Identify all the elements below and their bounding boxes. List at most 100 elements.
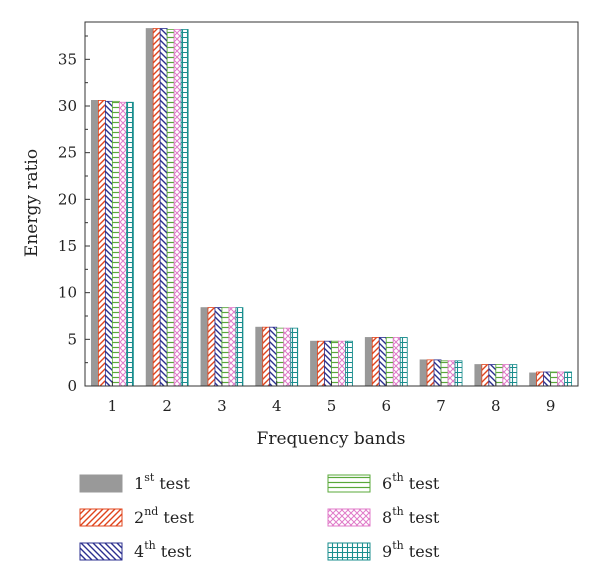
y-axis: 0 5 10 15 20 25 30 35 — [58, 35, 90, 395]
bar-4th-test-band-7 — [433, 359, 442, 387]
bar-8th-test-band-3 — [228, 307, 237, 387]
bar-4th-test-band-3 — [214, 307, 223, 387]
bar-group-4 — [255, 326, 299, 387]
legend-label: 9th test — [382, 539, 440, 561]
x-tick-label: 5 — [327, 397, 337, 415]
bar-2nd-test-band-1 — [97, 100, 106, 387]
bar-8th-test-band-7 — [447, 360, 456, 387]
legend-label: 2nd test — [134, 505, 195, 527]
bar-6th-test-band-1 — [111, 100, 120, 387]
bar-1st-test-band-2 — [145, 28, 154, 387]
legend-swatch — [79, 474, 123, 493]
legend-label: 8th test — [382, 505, 440, 527]
bar-9th-test-band-9 — [564, 371, 573, 387]
bar-9th-test-band-1 — [125, 101, 134, 387]
y-tick-label: 35 — [58, 50, 77, 68]
bar-group-9 — [529, 371, 573, 387]
legend-swatch — [327, 542, 371, 561]
legend: 1st test 2nd test 4th test 6th test 8th test… — [79, 471, 440, 561]
bar-4th-test-band-1 — [104, 100, 113, 387]
bar-6th-test-band-7 — [440, 360, 449, 387]
bar-1st-test-band-3 — [200, 307, 209, 387]
legend-label: 6th test — [382, 471, 440, 493]
bar-9th-test-band-5 — [345, 340, 353, 387]
bar-4th-test-band-5 — [324, 340, 332, 387]
bar-9th-test-band-8 — [509, 364, 518, 387]
bar-8th-test-band-4 — [283, 327, 292, 387]
bar-9th-test-band-2 — [180, 29, 189, 387]
legend-swatch — [79, 542, 123, 561]
bar-1st-test-band-7 — [419, 359, 428, 387]
bar-1st-test-band-9 — [529, 372, 538, 387]
y-tick-label: 0 — [67, 377, 77, 395]
x-tick-label: 6 — [382, 397, 392, 415]
x-tick-label: 1 — [108, 397, 118, 415]
bar-group-2 — [145, 28, 189, 387]
legend-item-4th-test: 4th test — [79, 539, 192, 561]
bar-1st-test-band-6 — [364, 337, 373, 387]
legend-swatch — [327, 474, 371, 493]
bar-9th-test-band-4 — [290, 327, 299, 387]
x-tick-label: 3 — [217, 397, 227, 415]
bar-4th-test-band-4 — [269, 326, 278, 387]
bar-8th-test-band-6 — [392, 337, 401, 387]
x-tick-label: 9 — [546, 397, 556, 415]
bar-2nd-test-band-6 — [371, 337, 380, 387]
bar-4th-test-band-9 — [543, 371, 552, 387]
x-tick-label: 2 — [162, 397, 172, 415]
bar-6th-test-band-8 — [495, 364, 504, 387]
bar-2nd-test-band-2 — [152, 28, 161, 387]
bar-1st-test-band-1 — [90, 100, 99, 387]
bar-8th-test-band-1 — [118, 101, 127, 387]
bar-2nd-test-band-8 — [481, 364, 490, 387]
x-tick-label: 4 — [272, 397, 282, 415]
bar-1st-test-band-5 — [310, 340, 318, 387]
bar-2nd-test-band-4 — [262, 326, 271, 387]
bar-6th-test-band-9 — [550, 371, 559, 387]
legend-label: 4th test — [134, 539, 192, 561]
bar-6th-test-band-3 — [221, 307, 230, 387]
bar-6th-test-band-2 — [166, 29, 175, 387]
bar-8th-test-band-5 — [338, 340, 346, 387]
bar-1st-test-band-8 — [474, 364, 483, 387]
x-tick-label: 7 — [436, 397, 446, 415]
x-axis-label: Frequency bands — [257, 429, 406, 449]
legend-item-6th-test: 6th test — [327, 471, 440, 493]
legend-label: 1st test — [134, 471, 190, 493]
bar-group-7 — [419, 359, 463, 387]
bar-9th-test-band-3 — [235, 307, 244, 387]
bar-group-8 — [474, 364, 518, 387]
y-tick-label: 25 — [58, 144, 77, 162]
legend-item-9th-test: 9th test — [327, 539, 440, 561]
bar-9th-test-band-6 — [399, 337, 408, 387]
bar-6th-test-band-6 — [385, 337, 394, 387]
bar-8th-test-band-9 — [557, 371, 566, 387]
bar-group-6 — [364, 337, 408, 387]
y-tick-label: 10 — [58, 284, 77, 302]
bar-2nd-test-band-3 — [207, 307, 216, 387]
bar-4th-test-band-8 — [488, 364, 497, 387]
bar-6th-test-band-4 — [276, 327, 285, 387]
bar-group-5 — [310, 340, 353, 387]
y-axis-label: Energy ratio — [22, 149, 42, 257]
legend-swatch — [79, 508, 123, 527]
y-tick-label: 15 — [58, 237, 77, 255]
x-axis: 1 2 3 4 5 6 7 8 9 — [108, 381, 556, 415]
y-tick-label: 5 — [67, 330, 77, 348]
plot-area — [84, 21, 579, 387]
y-tick-label: 30 — [58, 97, 77, 115]
y-tick-label: 20 — [58, 190, 77, 208]
bar-2nd-test-band-5 — [317, 340, 325, 387]
bar-2nd-test-band-7 — [426, 359, 435, 387]
bar-4th-test-band-6 — [378, 337, 387, 387]
x-tick-label: 8 — [491, 397, 501, 415]
bar-8th-test-band-8 — [502, 364, 511, 387]
bar-2nd-test-band-9 — [536, 371, 545, 387]
legend-item-1st-test: 1st test — [79, 471, 190, 493]
bar-8th-test-band-2 — [173, 29, 182, 387]
bar-9th-test-band-7 — [454, 360, 463, 387]
bar-6th-test-band-5 — [331, 340, 339, 387]
bar-group-1 — [90, 100, 134, 387]
legend-item-2nd-test: 2nd test — [79, 505, 195, 527]
